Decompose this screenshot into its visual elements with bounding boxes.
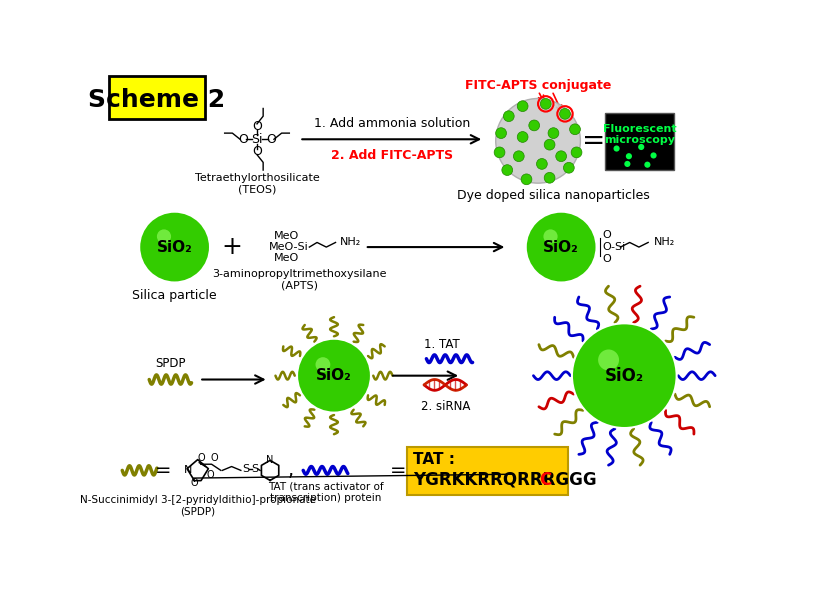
Text: O: O bbox=[190, 478, 198, 488]
Circle shape bbox=[496, 128, 506, 138]
Text: NH₂: NH₂ bbox=[340, 237, 361, 247]
Circle shape bbox=[544, 172, 555, 183]
Text: MeO: MeO bbox=[274, 231, 299, 241]
Circle shape bbox=[613, 145, 619, 151]
Circle shape bbox=[494, 147, 505, 158]
Text: 2. Add FITC-APTS: 2. Add FITC-APTS bbox=[331, 148, 453, 162]
Text: Tetraethylorthosilicate
(TEOS): Tetraethylorthosilicate (TEOS) bbox=[194, 173, 319, 195]
Text: TAT (trans activator of
transcription) protein: TAT (trans activator of transcription) p… bbox=[267, 481, 383, 503]
Circle shape bbox=[517, 101, 528, 111]
Text: O-Si: O-Si bbox=[602, 242, 625, 252]
Text: O: O bbox=[252, 120, 262, 134]
Text: O: O bbox=[206, 470, 214, 480]
Circle shape bbox=[560, 108, 571, 119]
Text: +: + bbox=[221, 235, 242, 259]
Text: O: O bbox=[266, 133, 276, 146]
FancyBboxPatch shape bbox=[605, 113, 675, 170]
Circle shape bbox=[624, 161, 630, 167]
Circle shape bbox=[541, 98, 551, 109]
Text: 1. TAT: 1. TAT bbox=[424, 338, 460, 351]
Text: 3-aminopropyltrimethoxysilane
(APTS): 3-aminopropyltrimethoxysilane (APTS) bbox=[212, 269, 386, 290]
Circle shape bbox=[556, 151, 566, 162]
Circle shape bbox=[572, 147, 582, 158]
Text: N: N bbox=[184, 465, 193, 476]
Text: YGRKKRRQRRRGGG: YGRKKRRQRRRGGG bbox=[413, 471, 597, 489]
Circle shape bbox=[536, 159, 547, 169]
Circle shape bbox=[514, 151, 525, 162]
Text: S: S bbox=[251, 464, 258, 474]
Text: MeO: MeO bbox=[274, 253, 299, 263]
Text: O: O bbox=[211, 453, 219, 463]
Circle shape bbox=[570, 124, 581, 135]
Text: ,: , bbox=[287, 461, 293, 480]
Circle shape bbox=[548, 128, 559, 138]
Text: NH₂: NH₂ bbox=[654, 237, 675, 247]
Text: =: = bbox=[390, 461, 406, 480]
Circle shape bbox=[517, 132, 528, 142]
Circle shape bbox=[504, 111, 515, 122]
Text: Dye doped silica nanoparticles: Dye doped silica nanoparticles bbox=[457, 188, 649, 201]
Text: O: O bbox=[238, 133, 248, 146]
Circle shape bbox=[502, 164, 513, 175]
Text: MeO-Si: MeO-Si bbox=[269, 242, 309, 252]
Circle shape bbox=[157, 229, 171, 244]
Text: SiO₂: SiO₂ bbox=[543, 240, 579, 254]
Text: O: O bbox=[252, 145, 262, 158]
Circle shape bbox=[316, 357, 330, 372]
Circle shape bbox=[650, 153, 657, 159]
Text: FITC-APTS conjugate: FITC-APTS conjugate bbox=[465, 79, 611, 92]
Circle shape bbox=[563, 162, 574, 173]
Text: Silica particle: Silica particle bbox=[132, 290, 217, 302]
Text: S: S bbox=[242, 464, 249, 474]
Text: Fluorescent
microscopy: Fluorescent microscopy bbox=[603, 124, 676, 145]
Circle shape bbox=[139, 212, 210, 283]
Circle shape bbox=[525, 212, 597, 283]
Circle shape bbox=[598, 349, 619, 371]
Circle shape bbox=[626, 153, 632, 159]
FancyBboxPatch shape bbox=[109, 76, 204, 119]
Text: Si: Si bbox=[251, 133, 263, 146]
Text: SiO₂: SiO₂ bbox=[605, 367, 644, 384]
Text: N: N bbox=[266, 455, 274, 465]
Circle shape bbox=[544, 139, 555, 150]
Text: SPDP: SPDP bbox=[156, 356, 186, 370]
Text: =: = bbox=[155, 461, 171, 480]
Text: 2. siRNA: 2. siRNA bbox=[421, 401, 470, 413]
Circle shape bbox=[521, 174, 532, 185]
Circle shape bbox=[529, 120, 540, 131]
FancyBboxPatch shape bbox=[407, 447, 568, 495]
Text: O: O bbox=[198, 453, 205, 463]
Text: TAT :: TAT : bbox=[413, 452, 455, 467]
Text: =: = bbox=[582, 127, 605, 155]
Circle shape bbox=[644, 162, 650, 167]
Circle shape bbox=[297, 339, 371, 412]
Text: C: C bbox=[539, 471, 551, 489]
Circle shape bbox=[543, 229, 557, 244]
Circle shape bbox=[572, 323, 676, 428]
Text: SiO₂: SiO₂ bbox=[316, 368, 352, 383]
Text: Scheme 2: Scheme 2 bbox=[88, 88, 225, 112]
Text: N-Succinimidyl 3-[2-pyridyldithio]-propionate
(SPDP): N-Succinimidyl 3-[2-pyridyldithio]-propi… bbox=[80, 495, 316, 517]
Text: O: O bbox=[602, 230, 611, 240]
Text: SiO₂: SiO₂ bbox=[157, 240, 193, 254]
Text: O: O bbox=[602, 254, 611, 265]
Circle shape bbox=[496, 98, 581, 183]
Text: 1. Add ammonia solution: 1. Add ammonia solution bbox=[313, 117, 470, 130]
Circle shape bbox=[639, 144, 644, 150]
